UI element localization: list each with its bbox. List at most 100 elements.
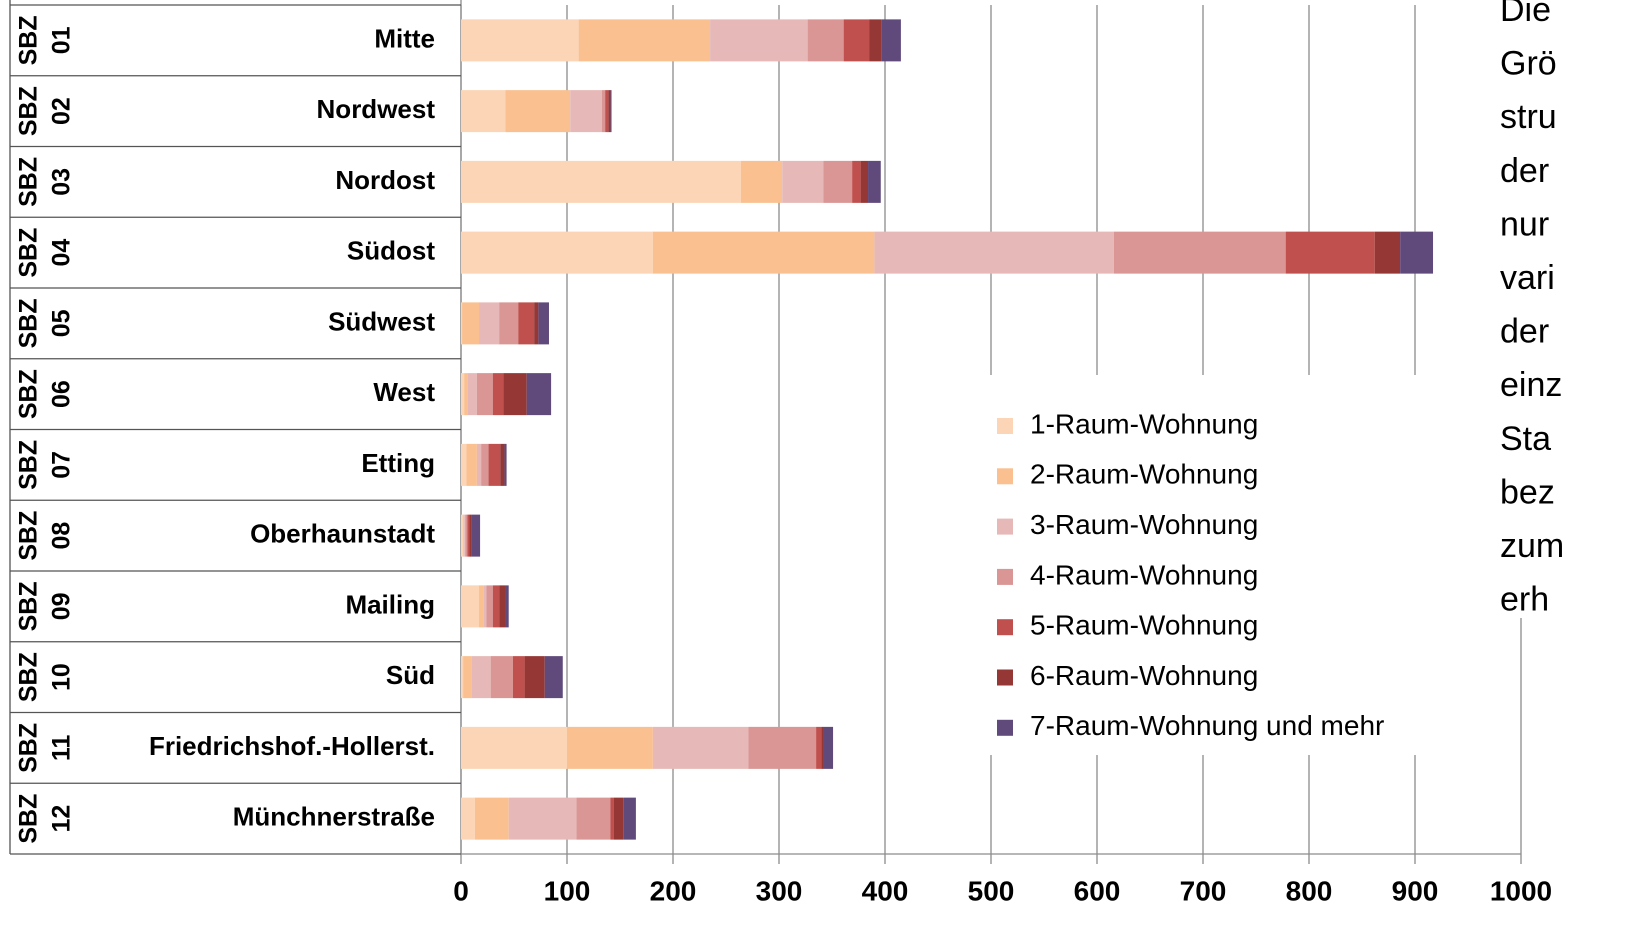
bar-segment [464,373,468,416]
legend-label: 6-Raum-Wohnung [1030,660,1258,691]
x-tick-label: 800 [1286,875,1333,906]
category-label: Friedrichshof.-Hollerst. [149,731,435,761]
side-text: vari [1500,259,1555,297]
bar-segment [499,302,519,345]
bar-segment [652,231,875,274]
bar-segment [538,302,549,345]
category-label: Mitte [374,23,435,53]
bar-segment [461,726,567,769]
legend-swatch [997,719,1013,736]
bar-segment [605,90,609,133]
bar-segment [823,726,834,769]
side-text: der [1500,313,1549,351]
bar-segment [505,585,509,628]
group-label: 01 [48,26,76,54]
group-label: SBZ [15,652,43,702]
group-label: 09 [48,592,76,620]
bar-segment [748,726,817,769]
bar-segment [461,302,463,345]
group-label: 05 [48,309,76,337]
bar-segment [486,585,493,628]
side-text: bez [1500,473,1555,511]
bar-segment [1374,231,1401,274]
bar-segment [476,373,493,416]
group-label: SBZ [15,723,43,773]
bar-segment [544,656,563,699]
bar-segment [488,443,501,486]
bar-segment [623,797,636,840]
group-label: SBZ [15,298,43,348]
bar-segment [881,19,901,62]
side-text: Sta [1500,420,1551,458]
x-tick-label: 100 [544,875,591,906]
bar-segment [576,797,611,840]
group-label: SBZ [15,228,43,278]
bar-segment [610,90,612,133]
bar-segment [461,585,480,628]
group-label: SBZ [15,157,43,207]
side-text: Grö [1500,45,1557,83]
x-tick-label: 0 [453,875,469,906]
group-label: 04 [48,239,76,267]
group-label: 03 [48,168,76,196]
x-tick-label: 400 [862,875,909,906]
bar-segment [1285,231,1375,274]
legend-label: 1-Raum-Wohnung [1030,408,1258,439]
category-label: Nordost [335,165,435,195]
side-text: Die [1500,0,1551,29]
bar-segment [500,443,505,486]
bar-segment [461,90,506,133]
bar-segment [483,585,487,628]
category-label: Etting [361,448,435,478]
bar-segment [534,302,539,345]
bar-segment [608,90,611,133]
bar-segment [461,19,579,62]
side-text: der [1500,152,1549,190]
bar-segment [578,19,711,62]
side-text-background [1490,0,1628,618]
category-label: Nordwest [317,94,436,124]
bar-segment [518,302,535,345]
bar-segment [466,443,477,486]
legend-swatch [997,418,1013,434]
bar-segment [463,514,465,557]
group-label: 11 [48,735,76,762]
group-label: SBZ [15,440,43,490]
bar-segment [1113,231,1286,274]
side-text: nur [1500,205,1549,243]
bar-segment [504,443,507,486]
bar-segment [469,514,472,557]
bar-segment [869,19,882,62]
bar-segment [492,373,504,416]
bar-segment [461,231,653,274]
legend-label: 3-Raum-Wohnung [1030,509,1258,540]
group-label: SBZ [15,86,43,136]
category-label: Süd [386,660,435,690]
bar-segment [782,160,824,203]
bar-segment [807,19,844,62]
group-label: SBZ [15,369,43,419]
bar-segment [610,797,614,840]
bar-segment [471,656,491,699]
x-tick-label: 900 [1392,875,1439,906]
bar-segment [570,90,602,133]
legend-background [985,375,1470,755]
bar-segment [874,231,1114,274]
bar-segment [524,656,545,699]
bar-segment [461,443,467,486]
bar-segment [464,514,466,557]
bar-segment [508,797,577,840]
group-label: 08 [48,522,76,550]
bar-segment [740,160,783,203]
legend-swatch [997,518,1013,535]
bar-segment [474,797,509,840]
group-label: 06 [48,380,76,408]
group-label: SBZ [15,15,43,65]
bar-segment [465,514,468,557]
group-label: SBZ [15,581,43,631]
bar-segment [868,160,881,203]
x-tick-label: 1000 [1490,875,1552,906]
bar-segment [471,514,481,557]
x-tick-label: 600 [1074,875,1121,906]
bar-segment [467,373,477,416]
